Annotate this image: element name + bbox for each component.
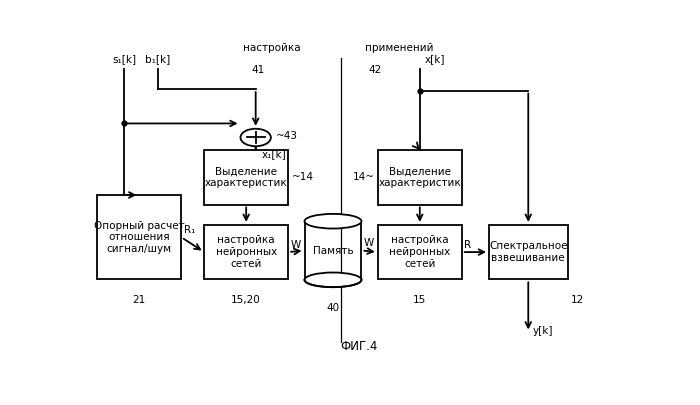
Text: Выделение
характеристик: Выделение характеристик [205, 166, 288, 188]
Bar [204, 225, 288, 279]
Text: b₁[k]: b₁[k] [146, 54, 171, 64]
Text: 40: 40 [326, 303, 340, 313]
Text: ~14: ~14 [291, 172, 314, 182]
Text: настройка: настройка [243, 43, 301, 53]
Text: W: W [363, 238, 374, 248]
Bar [97, 195, 181, 279]
Text: 21: 21 [133, 295, 146, 305]
Text: 15: 15 [413, 295, 426, 305]
Text: Выделение
характеристик: Выделение характеристик [379, 166, 461, 188]
Ellipse shape [304, 273, 361, 287]
Text: 15,20: 15,20 [231, 295, 261, 305]
Text: ~43: ~43 [276, 131, 298, 141]
Bar [378, 150, 462, 205]
Text: 42: 42 [368, 65, 382, 75]
Text: настройка
нейронных
сетей: настройка нейронных сетей [389, 235, 450, 269]
Bar [489, 225, 568, 279]
Text: Спектральное
взвешивание: Спектральное взвешивание [489, 241, 568, 263]
Text: y[k]: y[k] [533, 326, 553, 336]
Text: x[k]: x[k] [425, 54, 445, 64]
Text: Память: Память [313, 245, 354, 256]
Text: s₁[k]: s₁[k] [112, 54, 136, 64]
Text: R: R [464, 240, 471, 249]
Text: 41: 41 [252, 65, 265, 75]
Text: x₁[k]: x₁[k] [262, 149, 287, 159]
Text: W: W [290, 240, 300, 249]
Text: настройка
нейронных
сетей: настройка нейронных сетей [216, 235, 276, 269]
Text: 14~: 14~ [353, 172, 375, 182]
Bar [378, 225, 462, 279]
Text: применений: применений [365, 43, 434, 53]
Text: R₁: R₁ [184, 225, 195, 235]
Circle shape [241, 129, 271, 146]
Text: 12: 12 [570, 295, 584, 305]
Text: ФИГ.4: ФИГ.4 [340, 340, 377, 353]
Text: Опорный расчет
отношения
сигнал/шум: Опорный расчет отношения сигнал/шум [94, 221, 185, 254]
Bar [204, 150, 288, 205]
Ellipse shape [304, 214, 361, 228]
